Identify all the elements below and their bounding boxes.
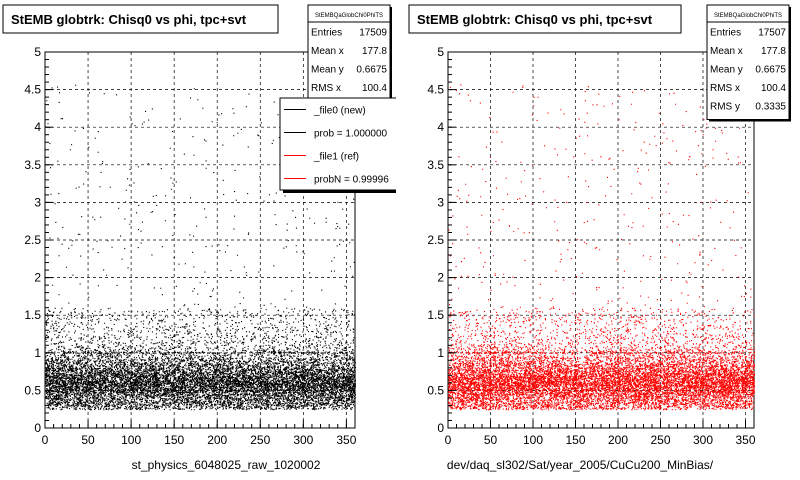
stats-box <box>706 4 790 120</box>
x-tick-label: 350 <box>336 433 356 447</box>
y-tick-label: 1.5 <box>427 308 444 322</box>
chart-panel-1: 0 50 100 150 200 250 300 350 0 0.5 1 1.5 2 2.5 3 3.5 4 4.… <box>2 4 396 472</box>
scatter-points <box>45 83 357 411</box>
y-tick-label: 4 <box>437 120 444 134</box>
legend-label: _file0 (new) <box>313 106 366 117</box>
stats-value: 100.4 <box>761 83 786 94</box>
chart-title: StEMB globtrk: Chisq0 vs phi, tpc+svt <box>11 12 247 27</box>
x-tick-label: 150 <box>164 433 184 447</box>
legend-box <box>279 97 396 191</box>
y-tick-label: 3.5 <box>24 158 41 172</box>
y-tick-label: 4.5 <box>24 83 41 97</box>
x-tick-label: 300 <box>293 433 313 447</box>
stats-label: Mean x <box>710 46 743 57</box>
stats-value: 17507 <box>758 28 786 39</box>
x-tick-label: 250 <box>250 433 270 447</box>
y-tick-label: 1.5 <box>24 308 41 322</box>
title-box <box>408 4 682 34</box>
stats-value: 100.4 <box>362 83 387 94</box>
x-tick-label: 0 <box>42 433 49 447</box>
y-tick-label: 1 <box>437 346 444 360</box>
stats-label: Entries <box>710 28 741 39</box>
stats-value: 177.8 <box>761 46 786 57</box>
stats-value: 0.6675 <box>356 65 387 76</box>
y-tick-label: 4.5 <box>427 83 444 97</box>
x-tick-label: 200 <box>207 433 227 447</box>
legend-label: probN = 0.99996 <box>314 175 389 186</box>
scatter-points <box>448 84 756 411</box>
legend-label: prob = 1.000000 <box>314 129 388 140</box>
stats-value: 17509 <box>359 28 387 39</box>
stats-value: 0.3335 <box>755 102 786 113</box>
stats-box-name: StEMBQaGlobChi0PhiTS <box>714 13 782 19</box>
x-axis-label: dev/daq_sl302/Sat/year_2005/CuCu200_MinB… <box>447 458 714 472</box>
x-tick-label: 100 <box>523 433 543 447</box>
y-tick-label: 0.5 <box>24 383 41 397</box>
y-tick-label: 5 <box>34 45 41 59</box>
x-tick-label: 100 <box>121 433 141 447</box>
legend: _file0 (new) prob = 1.000000 _file1 (ref) p… <box>279 97 396 193</box>
y-tick-label: 0.5 <box>427 383 444 397</box>
x-tick-label: 300 <box>693 433 713 447</box>
y-tick-label: 3.5 <box>427 158 444 172</box>
title-box <box>2 4 279 34</box>
y-tick-label: 2 <box>34 271 41 285</box>
x-tick-label: 50 <box>81 433 95 447</box>
y-tick-label: 0 <box>34 421 41 435</box>
stats-label: RMS x <box>710 83 740 94</box>
stats-label: RMS x <box>311 83 341 94</box>
y-tick-label: 2 <box>437 271 444 285</box>
stats-value: 0.6675 <box>755 65 786 76</box>
x-tick-label: 50 <box>484 433 498 447</box>
y-tick-label: 1 <box>34 346 41 360</box>
y-tick-label: 0 <box>437 421 444 435</box>
x-tick-label: 150 <box>565 433 585 447</box>
stats-label: Mean y <box>311 65 344 76</box>
stats-value: 177.8 <box>362 46 387 57</box>
x-tick-label: 200 <box>608 433 628 447</box>
y-tick-label: 2.5 <box>427 233 444 247</box>
y-tick-label: 5 <box>437 45 444 59</box>
stats-box-name: StEMBQaGlobChi0PhiTS <box>315 13 383 19</box>
stats-label: RMS y <box>710 102 740 113</box>
y-tick-label: 4 <box>34 120 41 134</box>
x-tick-label: 250 <box>650 433 670 447</box>
stats-label: Mean x <box>311 46 344 57</box>
x-axis-label: st_physics_6048025_raw_1020002 <box>132 458 321 472</box>
chart-panel-2: 0 50 100 150 200 250 300 350 0 0.5 1 1.5 2 2.5 3 3.5 4 4.… <box>408 4 791 472</box>
y-tick-label: 3 <box>437 195 444 209</box>
x-tick-label: 350 <box>735 433 755 447</box>
legend-label: _file1 (ref) <box>313 152 359 163</box>
stats-box <box>307 4 391 102</box>
stats-label: Entries <box>311 28 342 39</box>
x-tick-label: 0 <box>445 433 452 447</box>
y-tick-label: 2.5 <box>24 233 41 247</box>
chart-title: StEMB globtrk: Chisq0 vs phi, tpc+svt <box>417 12 653 27</box>
y-tick-label: 3 <box>34 195 41 209</box>
stats-label: Mean y <box>710 65 743 76</box>
